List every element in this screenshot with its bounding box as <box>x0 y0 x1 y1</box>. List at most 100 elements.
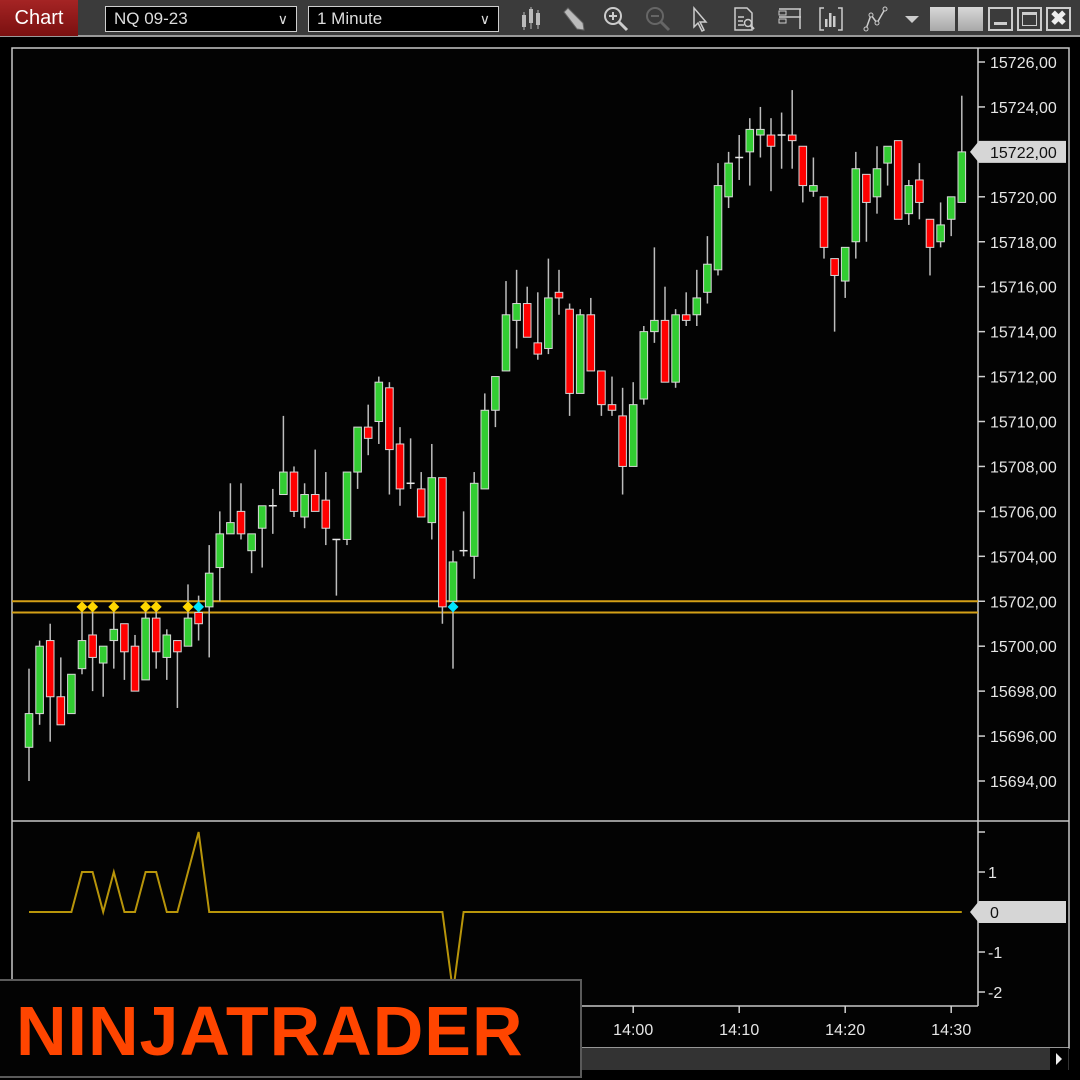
zoom-in-icon[interactable] <box>602 5 630 33</box>
candle <box>300 483 309 529</box>
candle <box>427 443 437 540</box>
candle-body <box>120 623 129 653</box>
time-label: 14:00 <box>613 1022 653 1039</box>
interval-selector[interactable]: 1 Minute ∨ <box>308 6 499 32</box>
candle-body <box>374 381 384 422</box>
candle-body <box>247 533 256 552</box>
candle <box>766 118 776 192</box>
candle <box>798 145 808 203</box>
strategy-icon[interactable] <box>862 5 890 33</box>
candle <box>851 151 861 259</box>
close-button[interactable]: ✖ <box>1046 7 1071 31</box>
candle-body <box>88 634 97 658</box>
layout-icon[interactable] <box>776 5 804 33</box>
indicator-axis-label: -1 <box>988 945 1002 962</box>
candle <box>438 477 447 624</box>
chart-border <box>11 47 1070 1049</box>
candle <box>544 258 553 355</box>
candle <box>416 472 426 518</box>
candle-body <box>586 314 596 372</box>
instrument-selector[interactable]: NQ 09-23 ∨ <box>105 6 297 32</box>
time-label: 14:20 <box>825 1022 865 1039</box>
signal-diamond <box>182 601 194 613</box>
candle-body <box>236 510 246 535</box>
candle-body <box>226 522 235 535</box>
candle-body <box>671 314 680 383</box>
panel-toggle-button[interactable] <box>958 7 983 31</box>
candle <box>77 606 87 675</box>
time-label: 14:30 <box>931 1022 971 1039</box>
candle <box>35 640 44 725</box>
candle-body <box>819 196 829 248</box>
candle <box>893 140 903 220</box>
price-label: 15716,00 <box>990 280 1057 297</box>
price-axis: 15726,00 15724,00 15720,00 15718,00 15716,00… <box>970 55 1066 791</box>
price-label: 15698,00 <box>990 684 1057 701</box>
candle <box>735 135 744 180</box>
candle <box>204 545 214 658</box>
logo-text: NINJATRADER <box>16 992 524 1070</box>
candle <box>141 606 150 681</box>
candle <box>247 533 256 574</box>
maximize-icon <box>1022 12 1037 26</box>
candle <box>957 95 967 203</box>
candle <box>883 145 892 186</box>
candle-body <box>660 319 670 383</box>
candle <box>830 258 839 332</box>
maximize-button[interactable] <box>1017 7 1042 31</box>
candle <box>215 511 225 602</box>
candle-body <box>512 303 521 321</box>
candle <box>236 483 246 540</box>
candle <box>840 246 850 298</box>
candle-body <box>385 387 394 451</box>
candle <box>522 286 532 338</box>
indicator-line <box>29 831 962 993</box>
candle-body <box>840 246 850 282</box>
candle <box>332 538 341 596</box>
candle <box>565 303 574 416</box>
candle <box>56 657 66 726</box>
candle-body <box>300 494 309 518</box>
minimize-button[interactable] <box>988 7 1013 31</box>
zoom-out-icon[interactable] <box>644 5 672 33</box>
candle-body <box>798 145 808 187</box>
bar-type-icon[interactable] <box>518 5 546 33</box>
price-label: 15696,00 <box>990 729 1057 746</box>
candle-body <box>162 634 172 658</box>
candle <box>279 415 288 496</box>
price-label: 15710,00 <box>990 415 1057 432</box>
candle-body <box>533 342 543 355</box>
signal-diamond <box>140 601 152 613</box>
candle <box>88 606 97 692</box>
current-price-marker <box>970 140 1066 163</box>
signal-diamond <box>87 601 99 613</box>
candle-body <box>501 314 511 372</box>
candle <box>130 634 140 692</box>
candle-body <box>469 482 479 557</box>
close-icon: ✖ <box>1050 8 1067 30</box>
indicator-current-label: 0 <box>990 905 999 922</box>
candle-body <box>925 218 935 248</box>
candle <box>872 146 882 214</box>
panel-toggle-button[interactable] <box>930 7 955 31</box>
candle <box>257 505 267 568</box>
candle <box>151 606 161 669</box>
candle-body <box>883 145 892 164</box>
horizontal-levels <box>12 600 978 614</box>
candle-body <box>692 297 702 316</box>
chart-data-icon[interactable] <box>817 5 845 33</box>
candle <box>226 483 235 535</box>
candle <box>310 449 320 512</box>
candle-body <box>766 134 776 147</box>
chart-tab[interactable]: Chart <box>0 0 78 36</box>
instrument-value: NQ 09-23 <box>114 9 188 28</box>
candle-body <box>427 477 437 524</box>
dropdown-arrow-icon[interactable] <box>898 5 926 33</box>
properties-icon[interactable] <box>730 5 758 33</box>
candle <box>162 629 172 680</box>
pointer-icon[interactable] <box>686 5 714 33</box>
pencil-draw-icon[interactable] <box>559 5 587 33</box>
candle-body <box>141 617 150 681</box>
candle-body <box>946 196 956 220</box>
